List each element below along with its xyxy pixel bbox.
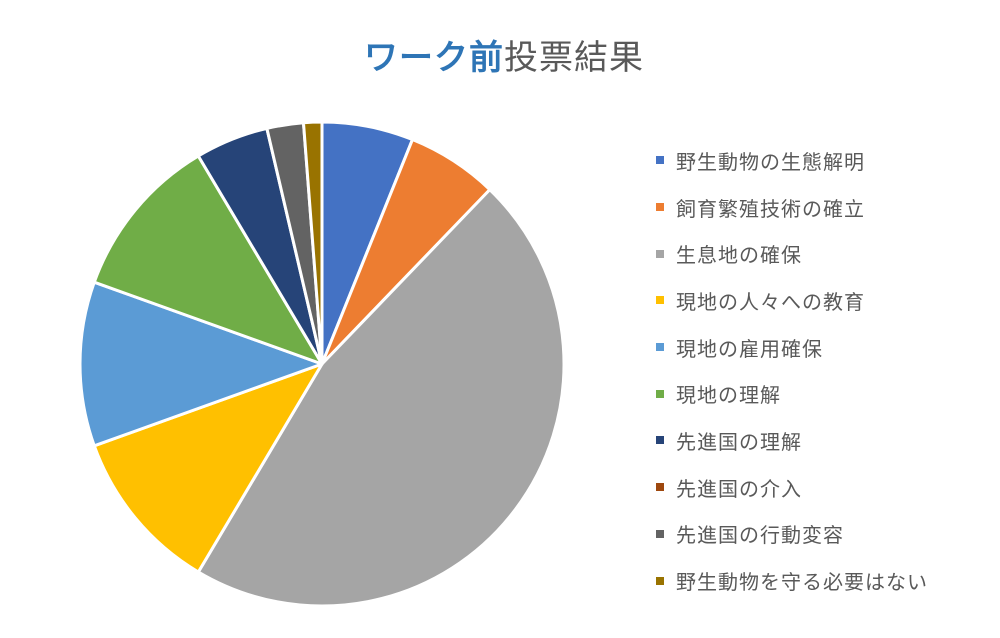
legend-label: 先進国の行動変容 xyxy=(676,523,844,548)
legend-label: 飼育繁殖技術の確立 xyxy=(676,196,865,221)
pie-slice xyxy=(301,120,324,366)
legend-swatch-icon xyxy=(656,389,664,398)
legend-item: 先進国の理解 xyxy=(656,417,928,464)
legend-label: 野生動物を守る必要はない xyxy=(676,570,928,595)
chart-title: ワーク前投票結果 xyxy=(0,30,1000,79)
pie-chart xyxy=(78,120,566,608)
legend-item: 先進国の介入 xyxy=(656,464,928,511)
pie-slice xyxy=(92,362,324,574)
pie-slice xyxy=(78,280,324,448)
legend-swatch-icon xyxy=(656,203,664,212)
pie-slice xyxy=(196,188,566,608)
legend-swatch-icon xyxy=(656,436,664,445)
legend-label: 現地の人々への教育 xyxy=(676,289,865,314)
legend-label: 先進国の理解 xyxy=(676,429,802,454)
legend-label: 先進国の介入 xyxy=(676,476,802,501)
legend-item: 現地の理解 xyxy=(656,370,928,417)
legend-item: 飼育繁殖技術の確立 xyxy=(656,184,928,231)
legend-item: 野生動物の生態解明 xyxy=(656,137,928,184)
legend-swatch-icon xyxy=(656,576,664,585)
legend-swatch-icon xyxy=(656,249,664,258)
legend-swatch-icon xyxy=(656,296,664,305)
chart-title-highlight: ワーク前 xyxy=(364,38,504,78)
legend: 野生動物の生態解明 飼育繁殖技術の確立 生息地の確保 現地の人々への教育 現地の… xyxy=(656,137,928,604)
legend-label: 現地の雇用確保 xyxy=(676,336,823,361)
legend-label: 現地の理解 xyxy=(676,383,781,408)
legend-swatch-icon xyxy=(656,343,664,352)
legend-swatch-icon xyxy=(656,156,664,165)
legend-item: 先進国の行動変容 xyxy=(656,511,928,558)
legend-swatch-icon xyxy=(656,529,664,538)
pie-slice xyxy=(92,154,324,366)
legend-label: 生息地の確保 xyxy=(676,243,802,268)
legend-swatch-icon xyxy=(656,483,664,492)
legend-item: 現地の人々への教育 xyxy=(656,277,928,324)
legend-item: 生息地の確保 xyxy=(656,230,928,277)
chart-title-rest: 投票結果 xyxy=(504,38,644,78)
legend-item: 野生動物を守る必要はない xyxy=(656,557,928,604)
pie-slices xyxy=(78,120,566,608)
legend-label: 野生動物の生態解明 xyxy=(676,149,865,174)
legend-item: 現地の雇用確保 xyxy=(656,324,928,371)
